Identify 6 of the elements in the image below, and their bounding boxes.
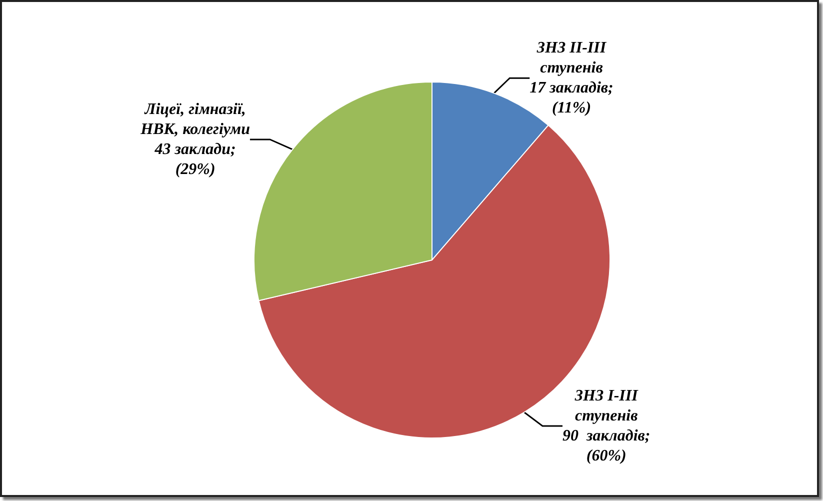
slice-label: Ліцеї, гімназії, НВК, колегіуми bbox=[140, 100, 250, 138]
slice-label: ЗНЗ II-III ступенів bbox=[536, 40, 607, 77]
slice-label: ЗНЗ I-III ступенів bbox=[574, 387, 639, 424]
data-label: 17 закладів; (11%) bbox=[530, 80, 614, 117]
data-label: 43 заклади; (29%) bbox=[154, 140, 236, 178]
data-label: 90 закладів; (60%) bbox=[562, 427, 650, 464]
